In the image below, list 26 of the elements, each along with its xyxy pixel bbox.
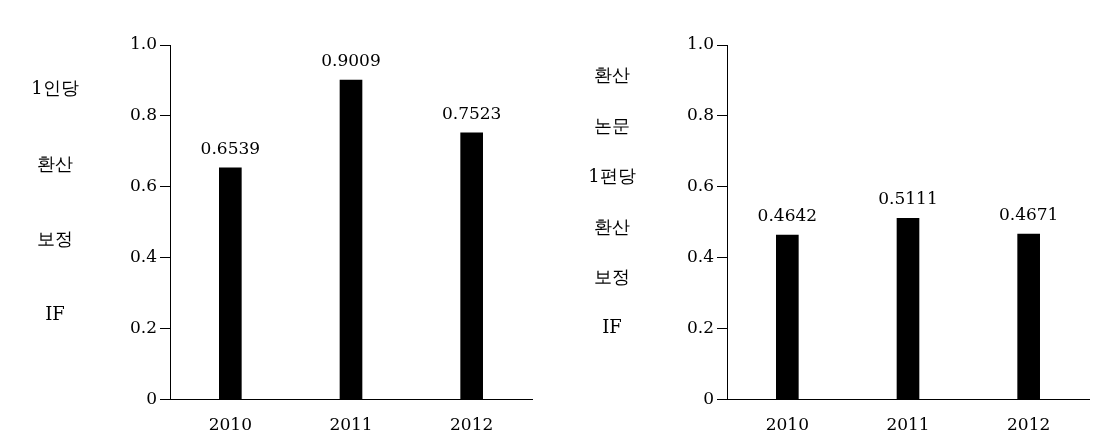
y-tick-label: 0.8 <box>129 104 157 125</box>
y-tick-label: 0.4 <box>686 246 714 267</box>
y-tick-label: 0.8 <box>686 104 714 125</box>
data-label: 0.5111 <box>878 188 938 209</box>
data-label: 0.6539 <box>200 137 261 158</box>
x-tick-label: 2011 <box>886 414 930 435</box>
text: 환산 논문 1편당 환산 보정 IF <box>588 64 636 337</box>
x-tick-label: 2011 <box>329 414 373 435</box>
x-tick-label: 2012 <box>1007 414 1051 435</box>
y-tick-label: 0.4 <box>129 246 157 267</box>
x-tick-label: 2010 <box>208 414 252 435</box>
y-tick-label: 1.0 <box>129 33 157 54</box>
y-tick-label: 0 <box>146 388 157 409</box>
data-label: 0.9009 <box>321 50 381 71</box>
y-tick-label: 0.6 <box>686 175 714 196</box>
x-tick-label: 2010 <box>765 414 809 435</box>
y-tick-label: 0.2 <box>686 317 714 338</box>
data-label: 0.7523 <box>441 102 502 123</box>
y-tick-label: 1.0 <box>686 33 714 54</box>
y-tick-label: 0.6 <box>129 175 157 196</box>
text: 1인당 환산 보정 IF <box>31 76 79 325</box>
y-tick-label: 0 <box>703 388 714 409</box>
y-tick-label: 0.2 <box>129 317 157 338</box>
data-label: 0.4671 <box>998 203 1059 224</box>
x-tick-label: 2012 <box>450 414 494 435</box>
data-label: 0.4642 <box>757 204 818 225</box>
